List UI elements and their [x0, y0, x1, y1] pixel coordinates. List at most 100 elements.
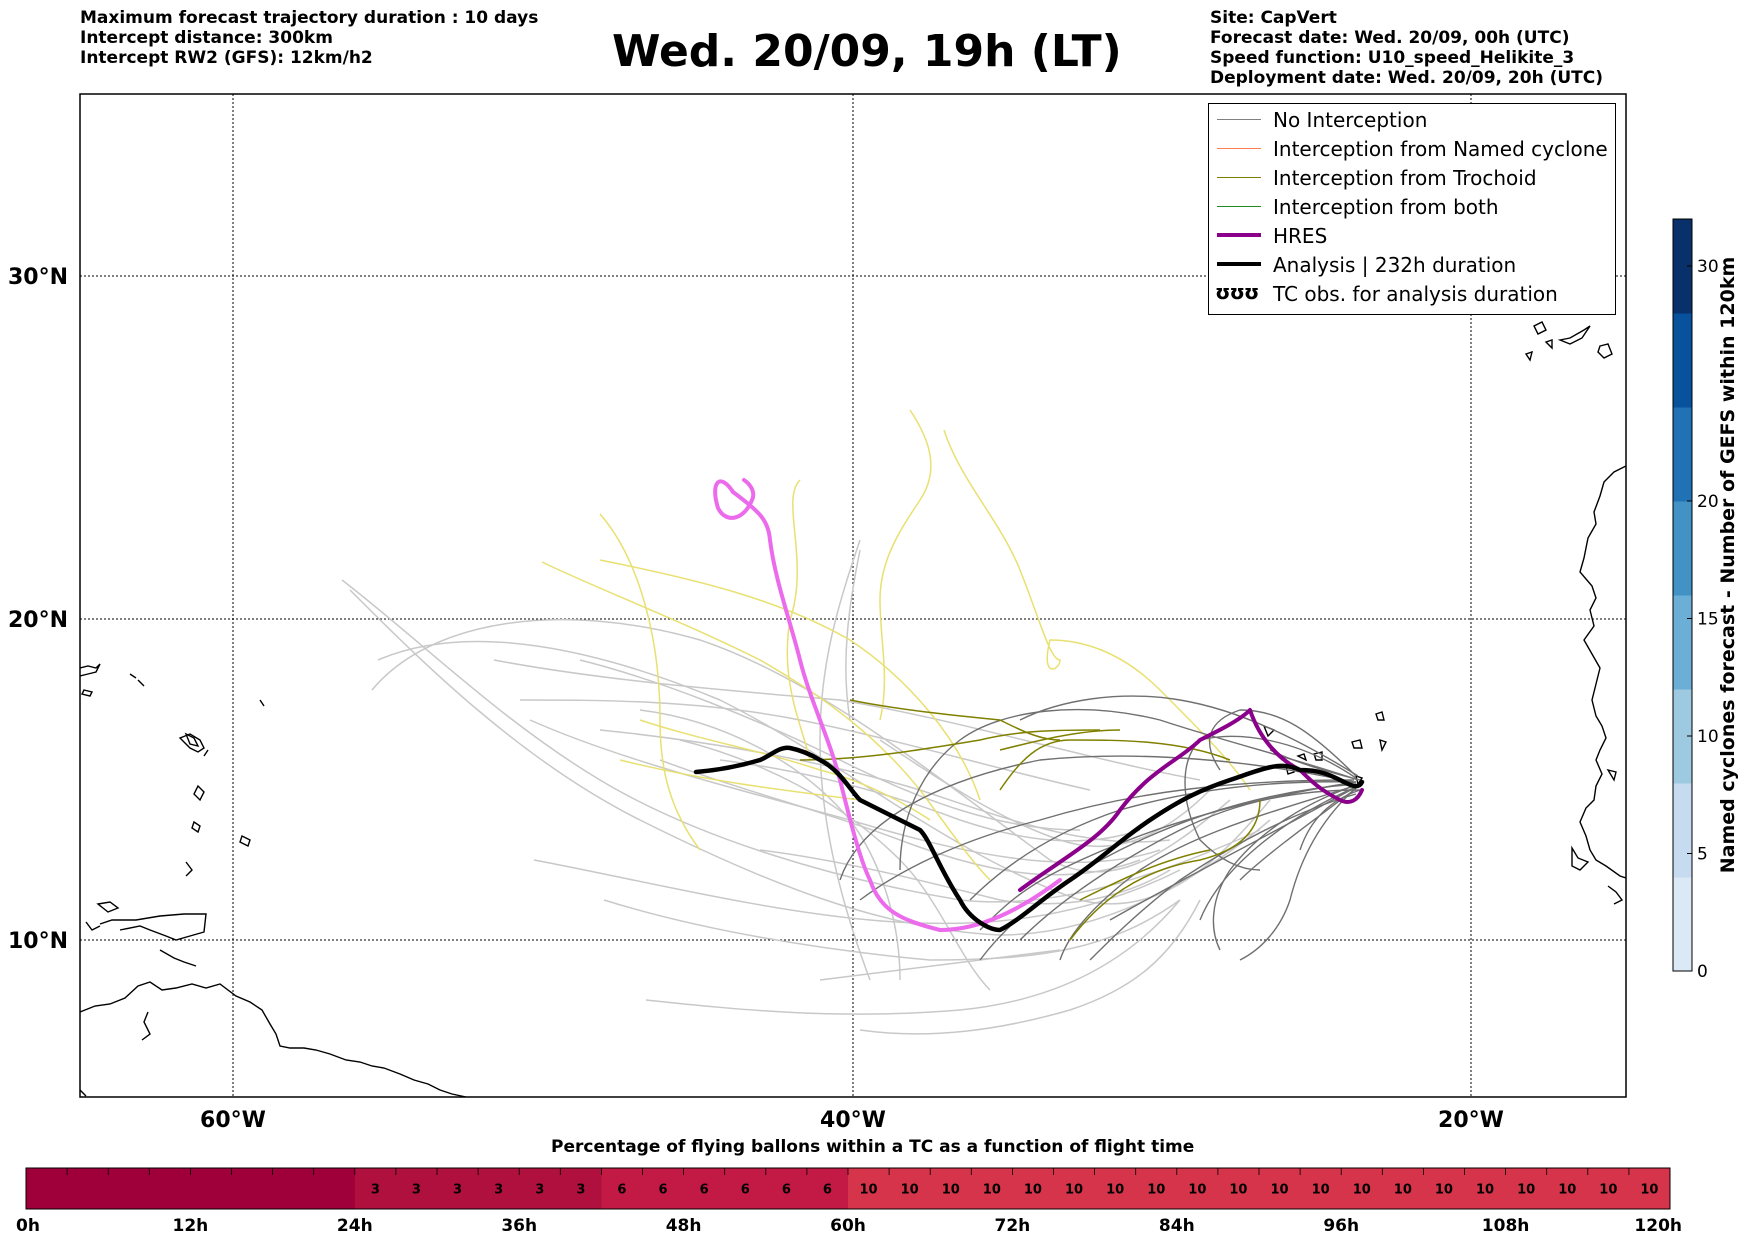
timebar-cell-label: 3 [494, 1183, 503, 1198]
timebar-frame [25, 1167, 1671, 1210]
colorbar-tick-label: 5 [1697, 845, 1708, 865]
trajectories-yellow [541, 409, 1251, 881]
timebar-cell [1546, 1168, 1589, 1209]
legend-swatch [1217, 177, 1261, 178]
timebar-cell-label: 10 [1106, 1183, 1124, 1198]
timebar-cell [848, 1168, 890, 1209]
timebar-cell [1176, 1168, 1219, 1209]
timebar-cell [272, 1168, 315, 1209]
header-site: Site: CapVert [1210, 8, 1337, 28]
timebar-cell [1587, 1168, 1630, 1209]
timebar-cell [930, 1168, 972, 1209]
header-duration: Maximum forecast trajectory duration : 1… [80, 8, 539, 28]
timebar-title: Percentage of flying ballons within a TC… [551, 1137, 1195, 1157]
timebar-cell [1012, 1168, 1054, 1209]
trajectory-hres [713, 478, 1364, 932]
timebar-tick-label: 96h [1323, 1216, 1359, 1236]
timebar-cell-label: 6 [782, 1183, 791, 1198]
legend-swatch [1217, 148, 1261, 149]
colorbar-tick-label: 30 [1697, 257, 1719, 277]
lon-label-20w: 20°W [1438, 1108, 1504, 1133]
timebar-cell-label: 10 [1312, 1183, 1330, 1198]
timebar-cell-label: 10 [1640, 1183, 1658, 1198]
timebar-cell-label: 3 [576, 1183, 585, 1198]
timebar-cell [560, 1168, 602, 1209]
timebar-cell-label: 3 [412, 1183, 421, 1198]
timebar-cell [190, 1168, 232, 1209]
timebar-tick-label: 72h [995, 1216, 1031, 1236]
colorbar-title: Named cyclones forecast - Number of GEFS… [1717, 256, 1739, 874]
legend-label: Interception from Named cyclone [1273, 137, 1608, 161]
timebar-cell [354, 1168, 397, 1209]
timebar-cell [642, 1168, 685, 1209]
timebar-cell [1135, 1168, 1178, 1209]
timebar-cell [1423, 1168, 1465, 1209]
map-frame [79, 93, 1627, 1098]
timebar-cell [1464, 1168, 1507, 1209]
timebar-cell [765, 1168, 808, 1209]
timebar-cell-label: 10 [983, 1183, 1001, 1198]
timebar-tick-label: 0h [16, 1216, 40, 1236]
timebar-cell-label: 10 [1229, 1183, 1247, 1198]
timebar-cell-label: 10 [1394, 1183, 1412, 1198]
timebar-cell [1628, 1168, 1671, 1209]
colorbar-tick-label: 15 [1697, 610, 1719, 630]
timebar-cell [1094, 1168, 1137, 1209]
timebar-cell-label: 10 [1435, 1183, 1453, 1198]
colorbar-segment [1673, 407, 1692, 455]
timebar-cell [806, 1168, 849, 1209]
timebar-cell-label: 6 [823, 1183, 832, 1198]
header-intercept-distance: Intercept distance: 300km [80, 28, 333, 48]
timebar-cell-label: 6 [617, 1183, 626, 1198]
timebar-tick-label: 48h [666, 1216, 702, 1236]
legend-item-named-cyclone: Interception from Named cyclone [1209, 135, 1615, 163]
timebar-cell-label: 3 [371, 1183, 380, 1198]
timebar-cell-label: 10 [901, 1183, 919, 1198]
timebar-tick-label: 84h [1159, 1216, 1195, 1236]
tc-symbol-icon: ʊʊʊ [1215, 280, 1259, 304]
legend-label: No Interception [1273, 108, 1428, 132]
map-coastlines [80, 321, 1626, 1097]
timebar-tick-label: 12h [173, 1216, 209, 1236]
timebar-cell-label: 10 [860, 1183, 878, 1198]
header-intercept-rw2: Intercept RW2 (GFS): 12km/h2 [80, 48, 373, 68]
timebar-cell-label: 6 [741, 1183, 750, 1198]
header-left-info: Maximum forecast trajectory duration : 1… [80, 8, 538, 68]
legend-label: Interception from both [1273, 195, 1499, 219]
colorbar-tick-label: 0 [1697, 962, 1708, 982]
timebar-tick-label: 108h [1482, 1216, 1530, 1236]
timebar-cell [1300, 1168, 1342, 1209]
colorbar-segment [1673, 642, 1692, 690]
timebar-cell [1053, 1168, 1096, 1209]
cyclone-colorbar: 0 5 10 15 20 30 [1672, 218, 1719, 982]
timebar-cell [1217, 1168, 1260, 1209]
legend-item-both: Interception from both [1209, 193, 1615, 221]
lat-label-10n: 10°N [8, 929, 68, 954]
timebar-cell [889, 1168, 931, 1209]
lon-label-60w: 60°W [200, 1108, 266, 1133]
timebar-cell-label: 3 [453, 1183, 462, 1198]
colorbar-segment [1673, 501, 1692, 549]
legend-swatch [1217, 119, 1261, 120]
colorbar-segment [1673, 454, 1692, 502]
legend-swatch [1217, 206, 1261, 207]
legend-item-hres: HRES [1209, 222, 1615, 250]
timebar-cell-label: 10 [1147, 1183, 1165, 1198]
timebar-cell-label: 10 [1353, 1183, 1371, 1198]
trajectory-analysis [693, 745, 1365, 933]
timebar-cell [26, 1168, 68, 1209]
colorbar-frame [1672, 218, 1693, 972]
timebar-cell [1341, 1168, 1383, 1209]
timebar-cell [437, 1168, 479, 1209]
colorbar-tick-label: 10 [1697, 727, 1719, 747]
timebar-cell [601, 1168, 643, 1209]
legend-label: HRES [1273, 224, 1328, 248]
colorbar-segment [1673, 313, 1692, 361]
flight-time-bar: 3 3 3 3 3 3 6 6 6 6 6 6 10 10 10 10 10 10 10 10 10 10 10 10 10 10… [16, 1167, 1682, 1236]
legend-swatch [1217, 233, 1261, 237]
timebar-cell-label: 6 [700, 1183, 709, 1198]
legend-label: Analysis | 232h duration [1273, 253, 1517, 277]
timebar-cell [1259, 1168, 1301, 1209]
trajectories-dark-gray [839, 695, 1361, 961]
